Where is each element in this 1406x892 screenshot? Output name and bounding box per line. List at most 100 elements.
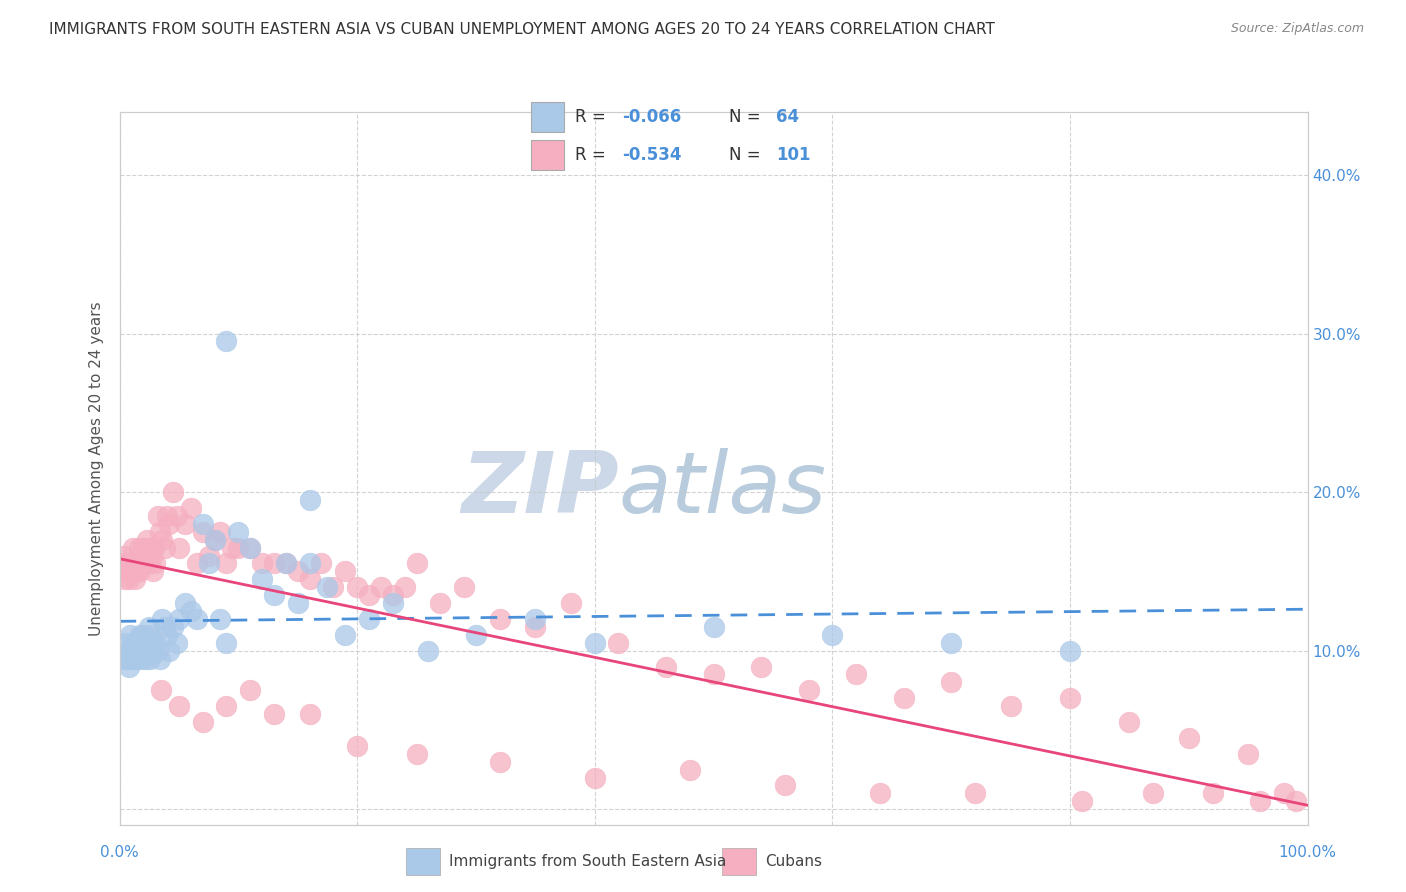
Point <box>215 699 238 714</box>
Point <box>191 714 214 729</box>
Point <box>128 628 150 642</box>
Point <box>749 659 772 673</box>
Point <box>322 580 344 594</box>
Point <box>893 691 915 706</box>
Point <box>143 541 166 555</box>
Point <box>112 549 135 563</box>
Point <box>131 557 153 571</box>
Point <box>703 667 725 681</box>
Point <box>560 596 582 610</box>
Text: -0.534: -0.534 <box>623 146 682 164</box>
Point <box>129 651 152 665</box>
Point <box>316 580 339 594</box>
Point <box>335 565 357 579</box>
Point <box>1000 699 1022 714</box>
Point <box>156 628 179 642</box>
Point <box>429 596 451 610</box>
Point <box>139 651 162 665</box>
Point <box>117 565 139 579</box>
Point <box>381 588 404 602</box>
Point <box>287 565 309 579</box>
Text: Cubans: Cubans <box>765 855 823 869</box>
Point <box>655 659 678 673</box>
Point <box>114 572 136 586</box>
Point <box>941 675 963 690</box>
Point <box>118 659 141 673</box>
Point <box>607 636 630 650</box>
Point <box>173 596 195 610</box>
Point <box>120 557 142 571</box>
FancyBboxPatch shape <box>531 140 564 169</box>
Point <box>142 565 165 579</box>
Point <box>209 524 232 539</box>
Point <box>524 620 547 634</box>
Point <box>135 643 157 657</box>
Point <box>287 596 309 610</box>
Point <box>150 683 173 698</box>
Point <box>228 524 250 539</box>
Point <box>129 549 152 563</box>
Point <box>583 636 606 650</box>
Point <box>112 651 135 665</box>
Point <box>186 557 208 571</box>
Text: R =: R = <box>575 108 612 126</box>
Point <box>134 636 156 650</box>
Point <box>239 541 262 555</box>
Point <box>136 628 159 642</box>
Point <box>209 612 232 626</box>
Point <box>121 651 143 665</box>
Point <box>263 588 285 602</box>
Text: 64: 64 <box>776 108 799 126</box>
Point <box>127 636 149 650</box>
Text: N =: N = <box>728 146 765 164</box>
Text: -0.066: -0.066 <box>623 108 682 126</box>
Point <box>120 565 142 579</box>
Point <box>346 739 368 753</box>
Point <box>115 557 138 571</box>
Point <box>215 636 238 650</box>
Point <box>167 541 190 555</box>
Point <box>215 557 238 571</box>
Point <box>1272 786 1295 800</box>
Point <box>124 572 146 586</box>
Point <box>845 667 868 681</box>
Text: R =: R = <box>575 146 612 164</box>
Point <box>128 565 150 579</box>
Point <box>139 541 162 555</box>
Point <box>150 533 173 547</box>
Point <box>239 683 262 698</box>
Point <box>191 516 214 531</box>
Point <box>464 628 488 642</box>
Point <box>869 786 891 800</box>
Text: Source: ZipAtlas.com: Source: ZipAtlas.com <box>1230 22 1364 36</box>
Point <box>405 747 427 761</box>
Point <box>142 643 165 657</box>
Point <box>173 516 195 531</box>
Point <box>180 500 202 515</box>
Point <box>118 572 141 586</box>
Point <box>120 643 142 657</box>
Point <box>128 643 150 657</box>
Point <box>149 651 172 665</box>
Point <box>311 557 333 571</box>
Point <box>143 557 166 571</box>
Point <box>149 524 172 539</box>
Point <box>134 557 156 571</box>
Point <box>274 557 297 571</box>
Point <box>122 636 145 650</box>
Text: IMMIGRANTS FROM SOUTH EASTERN ASIA VS CUBAN UNEMPLOYMENT AMONG AGES 20 TO 24 YEA: IMMIGRANTS FROM SOUTH EASTERN ASIA VS CU… <box>49 22 995 37</box>
Point <box>120 628 142 642</box>
Point <box>115 651 138 665</box>
FancyBboxPatch shape <box>406 848 440 875</box>
Point <box>357 612 380 626</box>
Point <box>153 620 176 634</box>
Point <box>141 549 163 563</box>
Point <box>1201 786 1223 800</box>
Point <box>298 572 321 586</box>
Point <box>405 557 427 571</box>
Point <box>370 580 392 594</box>
Point <box>1059 643 1081 657</box>
Point <box>963 786 986 800</box>
Point <box>394 580 416 594</box>
Point <box>583 771 606 785</box>
